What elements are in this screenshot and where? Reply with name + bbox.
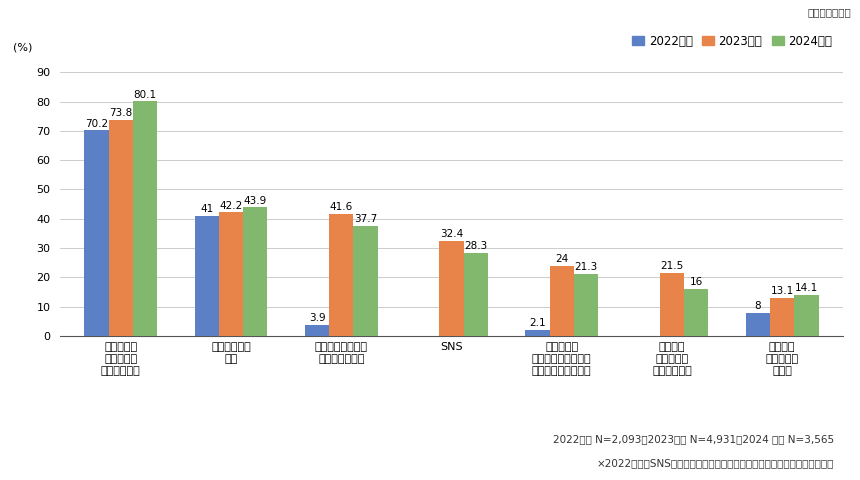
Bar	[795, 295, 819, 336]
Legend: 2022年度, 2023年度, 2024年度: 2022年度, 2023年度, 2024年度	[628, 30, 837, 52]
Bar	[353, 226, 378, 336]
Text: 41: 41	[200, 204, 213, 214]
Text: 41.6: 41.6	[329, 203, 353, 212]
Text: 70.2: 70.2	[85, 119, 108, 129]
Text: （複数回答可）: （複数回答可）	[808, 7, 851, 17]
Bar	[746, 312, 770, 336]
Text: 28.3: 28.3	[464, 241, 488, 252]
Text: 37.7: 37.7	[354, 214, 378, 224]
Text: 42.2: 42.2	[219, 201, 243, 211]
Text: 73.8: 73.8	[109, 108, 132, 118]
Text: 13.1: 13.1	[771, 286, 794, 296]
Bar	[525, 330, 550, 336]
Bar	[243, 207, 267, 336]
Bar	[464, 253, 488, 336]
Text: 14.1: 14.1	[795, 283, 818, 293]
Text: 2022年度 N=2,093　2023年度 N=4,931　2024 年度 N=3,565: 2022年度 N=2,093 2023年度 N=4,931 2024 年度 N=…	[553, 434, 834, 444]
Bar	[84, 130, 108, 336]
Bar	[305, 324, 329, 336]
Bar	[329, 214, 353, 336]
Text: 8: 8	[754, 301, 761, 311]
Text: (%): (%)	[13, 42, 33, 52]
Text: 80.1: 80.1	[133, 89, 157, 99]
Bar	[574, 274, 598, 336]
Bar	[108, 120, 133, 336]
Bar	[550, 265, 574, 336]
Bar	[219, 212, 243, 336]
Bar	[439, 241, 464, 336]
Text: 21.3: 21.3	[574, 262, 598, 272]
Text: 21.5: 21.5	[660, 261, 684, 271]
Text: 3.9: 3.9	[309, 313, 325, 323]
Text: 24: 24	[555, 254, 568, 264]
Text: 16: 16	[690, 277, 703, 288]
Bar	[660, 273, 684, 336]
Text: ×2022年は「SNS」「ナプキンメーカーのホームページ」の標準選択肢なし: ×2022年は「SNS」「ナプキンメーカーのホームページ」の標準選択肢なし	[597, 458, 834, 468]
Text: 2.1: 2.1	[529, 318, 546, 328]
Bar	[133, 101, 157, 336]
Text: 32.4: 32.4	[439, 229, 464, 240]
Bar	[770, 298, 795, 336]
Text: 43.9: 43.9	[243, 195, 267, 205]
Bar	[684, 289, 709, 336]
Bar	[194, 216, 219, 336]
